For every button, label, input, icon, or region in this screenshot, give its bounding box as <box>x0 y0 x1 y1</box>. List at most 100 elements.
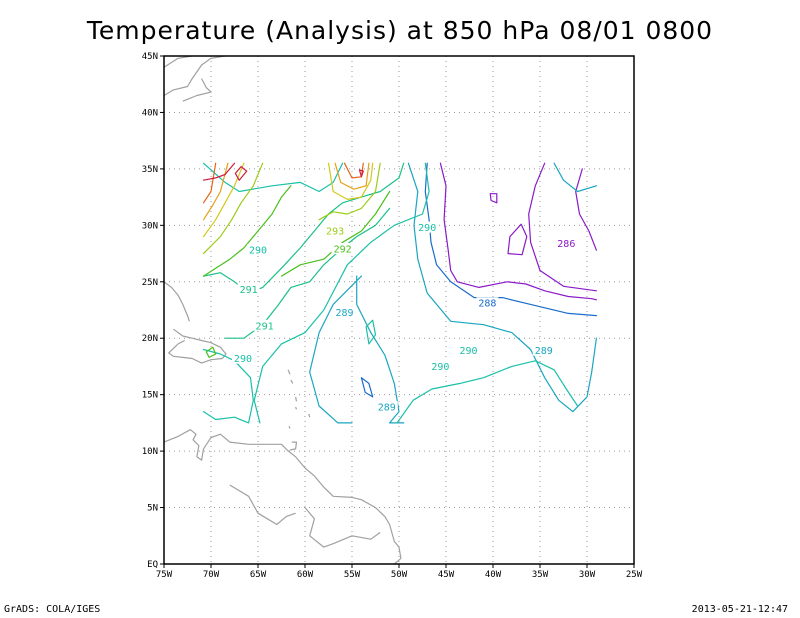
lat-tick-label: 30N <box>142 221 158 231</box>
lat-tick-label: 25N <box>142 278 158 288</box>
coastline <box>308 413 311 418</box>
lat-tick-label: 20N <box>142 334 158 344</box>
contour-292 <box>202 185 292 277</box>
longitude-axis: 75W 70W 65W 60W 55W 50W 45W 40W 35W 30W 25W <box>156 564 643 580</box>
contour-label-bg <box>375 401 398 413</box>
coastline <box>163 281 190 322</box>
lat-tick-label: 45N <box>142 52 158 62</box>
contour-label-bg <box>333 306 356 318</box>
contour-291 <box>224 207 391 339</box>
contour-286 <box>489 193 498 204</box>
timestamp-label: 2013-05-21-12:47 <box>691 604 788 615</box>
contour-label: 289 <box>335 308 353 319</box>
contour-label-bg <box>476 297 499 309</box>
lon-tick-label: 40W <box>485 570 502 580</box>
contour-label: 286 <box>557 239 575 250</box>
contour-296 <box>343 162 364 179</box>
coastline <box>229 484 296 526</box>
contour-288 <box>360 377 374 398</box>
coastline <box>295 396 298 402</box>
contour-297 <box>358 169 364 178</box>
coastline <box>168 328 227 364</box>
contour-286 <box>575 168 598 251</box>
contour-label: 289 <box>535 346 553 357</box>
contour-293 <box>202 162 264 255</box>
contour-label: 290 <box>234 354 252 365</box>
contour-288 <box>424 162 598 317</box>
contour-290 <box>365 319 377 345</box>
contour-290 <box>202 162 344 193</box>
lon-tick-label: 75W <box>156 570 173 580</box>
coastline <box>304 507 381 548</box>
lon-tick-label: 50W <box>391 570 408 580</box>
contour-label: 291 <box>256 321 274 332</box>
contour-label: 291 <box>240 285 258 296</box>
coastline <box>163 55 193 68</box>
contour-286 <box>439 162 598 301</box>
lon-tick-label: 55W <box>344 570 361 580</box>
contour-label: 290 <box>431 362 449 373</box>
contour-289 <box>407 162 598 413</box>
contour-286 <box>528 162 598 292</box>
contour-label-bg <box>331 243 354 255</box>
grid-lines <box>164 56 634 564</box>
coastline <box>288 426 291 429</box>
contour-label-bg <box>429 360 452 372</box>
page-title: Temperature (Analysis) at 850 hPa 08/01 … <box>86 16 714 45</box>
contour-297 <box>234 166 248 181</box>
contour-290 <box>253 162 430 424</box>
contour-292 <box>280 190 391 277</box>
coastline <box>182 78 212 102</box>
lat-tick-label: 15N <box>142 391 158 401</box>
coastline <box>163 429 402 565</box>
latitude-axis: EQ 5N 10N 15N 20N 25N 30N 35N 40N 45N <box>142 52 164 570</box>
contour-label-bg <box>247 244 269 256</box>
coastline <box>290 379 294 384</box>
contour-295 <box>334 162 370 190</box>
contour-289 <box>309 275 362 424</box>
lat-tick-label: 10N <box>142 447 158 457</box>
contour-label-bg <box>253 319 276 331</box>
contour-290 <box>396 360 579 424</box>
contour-295 <box>202 162 229 221</box>
lon-tick-label: 45W <box>438 570 455 580</box>
contour-label: 289 <box>378 403 396 414</box>
contour-label-bg <box>532 344 555 356</box>
lon-tick-label: 30W <box>579 570 596 580</box>
lon-tick-label: 70W <box>203 570 220 580</box>
contour-labels: 293 292 290 290 291 291 289 290 288 286 290 290 289 2… <box>231 221 578 414</box>
contour-label: 290 <box>418 223 436 234</box>
contour-293 <box>318 162 381 221</box>
contour-lines <box>202 162 598 424</box>
coastlines <box>163 55 402 565</box>
lon-tick-label: 25W <box>626 570 643 580</box>
contour-label-bg <box>324 224 347 236</box>
contour-label-bg <box>237 283 260 295</box>
contour-label-bg <box>555 237 578 249</box>
contour-297 <box>202 162 236 181</box>
coastline <box>287 369 291 375</box>
lon-tick-label: 60W <box>297 570 314 580</box>
contour-289 <box>356 275 405 424</box>
contour-label-bg <box>457 344 480 356</box>
lat-tick-label: 5N <box>147 504 158 514</box>
contour-label-bg <box>231 352 254 364</box>
lat-tick-label: EQ <box>147 560 158 570</box>
contour-label: 293 <box>326 226 344 237</box>
credit-label: GrADS: COLA/IGES <box>4 604 101 615</box>
contour-label: 288 <box>478 299 496 310</box>
contour-291 <box>202 162 405 294</box>
contour-label: 290 <box>460 346 478 357</box>
contour-294 <box>327 162 374 200</box>
coastline <box>295 406 298 410</box>
lon-tick-label: 35W <box>532 570 549 580</box>
lat-tick-label: 35N <box>142 165 158 175</box>
contour-label-bg <box>416 221 439 233</box>
contour-286 <box>507 223 528 256</box>
lon-tick-label: 65W <box>250 570 267 580</box>
contour-label: 292 <box>334 245 352 256</box>
coastline <box>163 55 226 97</box>
contour-label: 290 <box>249 246 267 257</box>
coastline <box>289 441 298 451</box>
